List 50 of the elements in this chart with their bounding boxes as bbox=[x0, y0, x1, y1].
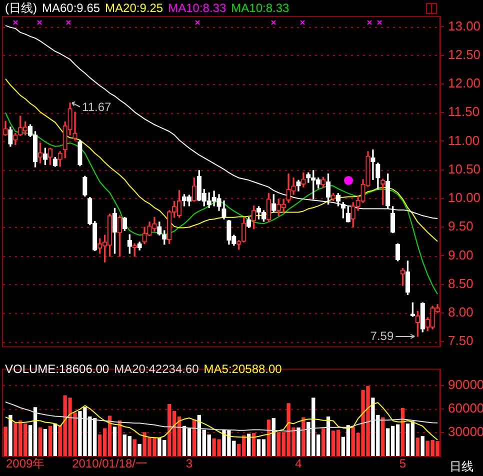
bar bbox=[272, 418, 276, 456]
bar bbox=[381, 417, 385, 456]
bar bbox=[118, 420, 122, 456]
y-tick-label: 10.00 bbox=[448, 190, 481, 206]
candlestick bbox=[370, 149, 376, 180]
text: MA10:8.33 bbox=[231, 1, 290, 15]
bar bbox=[43, 429, 48, 456]
y-tick-label: 12.50 bbox=[448, 46, 481, 62]
bar bbox=[302, 417, 306, 456]
bar bbox=[38, 427, 42, 456]
y-tick-label: 11.00 bbox=[448, 132, 480, 148]
bar bbox=[326, 416, 330, 456]
annotation: 11.67 bbox=[82, 100, 112, 114]
text: MA60:9.65 bbox=[42, 1, 100, 15]
x-tick-label: 2009年 bbox=[6, 456, 45, 471]
bar bbox=[296, 427, 300, 456]
x-tick-label: 5 bbox=[399, 456, 406, 471]
y-tick-label: 9.00 bbox=[448, 247, 474, 262]
y-tick-label: 11.50 bbox=[448, 104, 480, 120]
y-tick-label: 8.00 bbox=[448, 304, 474, 320]
y-tick-label: 13.00 bbox=[448, 18, 481, 34]
y-tick-label: 12.00 bbox=[448, 76, 481, 91]
x-tick-label: 4 bbox=[295, 456, 302, 471]
bar bbox=[321, 428, 326, 456]
bar bbox=[192, 420, 196, 456]
bar bbox=[48, 426, 52, 456]
bar bbox=[246, 434, 251, 456]
text: MA20:9.25 bbox=[105, 1, 164, 15]
x-tick-label: 2010/01/18/一 bbox=[72, 456, 148, 471]
bar bbox=[4, 426, 8, 456]
y-tick-label: 7.50 bbox=[448, 333, 474, 348]
bar bbox=[112, 426, 117, 456]
bar bbox=[400, 408, 405, 456]
x-tick-label: 3 bbox=[186, 456, 193, 471]
text: 日线 bbox=[450, 459, 474, 474]
candlestick bbox=[72, 112, 78, 140]
y-tick-label: 10.50 bbox=[448, 161, 481, 176]
annotation: 7.59 bbox=[370, 328, 394, 343]
bar bbox=[132, 439, 136, 456]
y-tick-label: 8.50 bbox=[448, 276, 474, 291]
bar bbox=[252, 432, 256, 456]
chart-title: (日线) bbox=[5, 1, 37, 15]
bar bbox=[416, 438, 420, 456]
bar bbox=[266, 420, 271, 456]
legend-label: MA10:8.33 bbox=[168, 1, 226, 15]
bar bbox=[8, 414, 12, 456]
bar bbox=[420, 436, 424, 456]
y-tick-label: 9.50 bbox=[448, 218, 474, 234]
bar bbox=[138, 444, 142, 456]
bar bbox=[53, 424, 57, 456]
